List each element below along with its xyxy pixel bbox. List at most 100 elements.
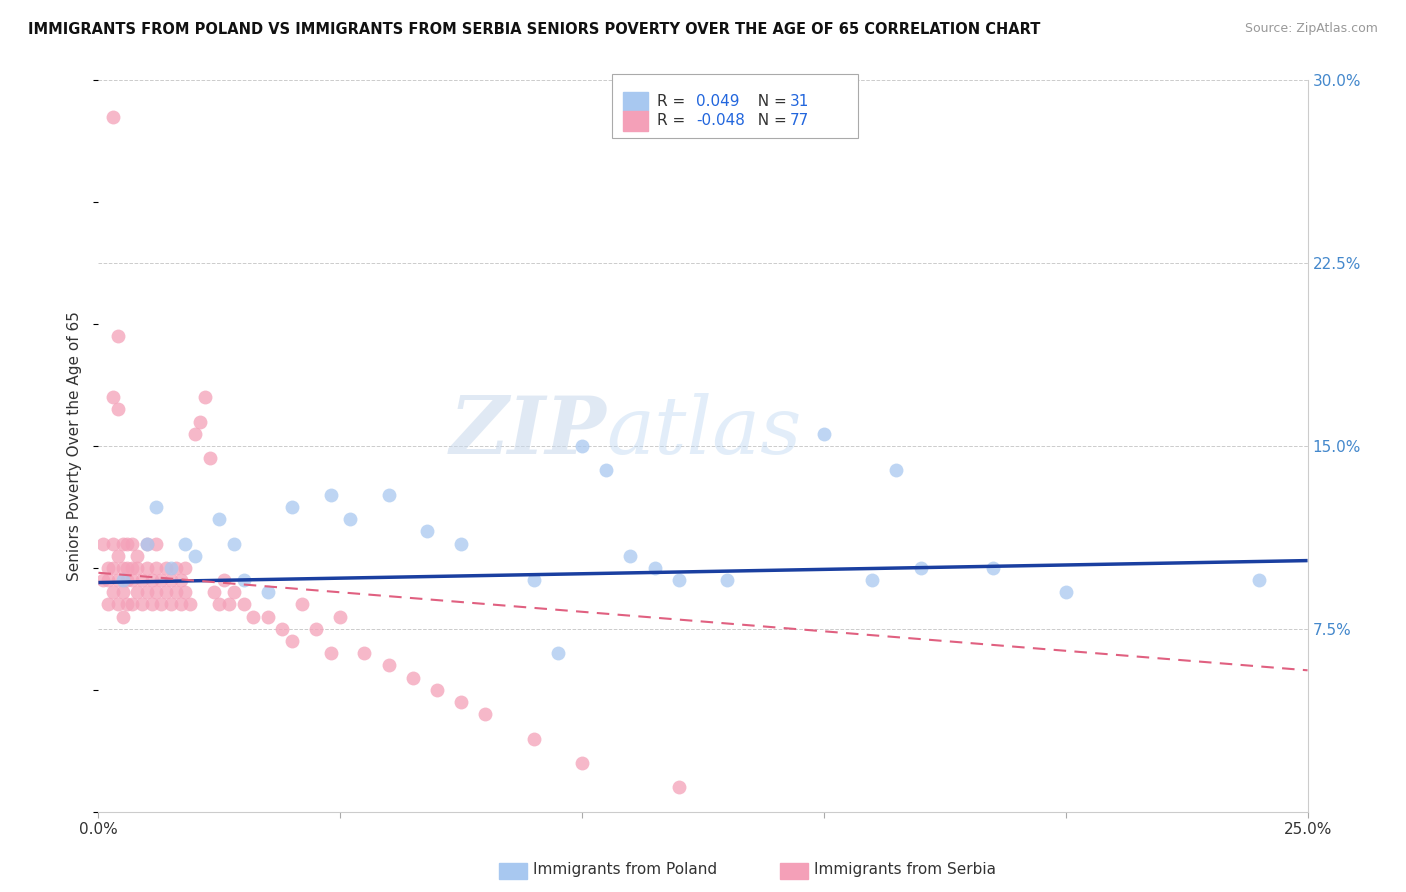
Text: 31: 31 [790, 95, 810, 109]
Point [150, 573, 173, 587]
Point [145, 536, 167, 550]
Point [184, 426, 207, 441]
Point [377, 658, 399, 673]
Y-axis label: Seniors Poverty Over the Age of 65: Seniors Poverty Over the Age of 65 [67, 311, 83, 581]
Point [101, 110, 124, 124]
Point [97, 561, 120, 575]
Point [523, 731, 546, 746]
Point [910, 561, 932, 575]
Point [101, 585, 124, 599]
Point [117, 561, 139, 575]
Point [101, 390, 124, 404]
Text: R =: R = [657, 95, 690, 109]
Point [91, 536, 114, 550]
Point [644, 561, 666, 575]
Point [145, 500, 167, 514]
Point [184, 549, 207, 563]
Text: IMMIGRANTS FROM POLAND VS IMMIGRANTS FROM SERBIA SENIORS POVERTY OVER THE AGE OF: IMMIGRANTS FROM POLAND VS IMMIGRANTS FRO… [28, 22, 1040, 37]
Point [121, 561, 143, 575]
Point [107, 402, 129, 417]
Point [402, 671, 425, 685]
Point [160, 561, 183, 575]
Point [353, 646, 375, 660]
Point [111, 561, 134, 575]
Point [117, 573, 139, 587]
Text: Immigrants from Serbia: Immigrants from Serbia [814, 863, 995, 877]
Text: atlas: atlas [606, 392, 801, 470]
Point [145, 585, 167, 599]
Point [208, 598, 231, 612]
Point [319, 488, 342, 502]
Point [107, 573, 129, 587]
Point [179, 598, 201, 612]
Point [135, 585, 157, 599]
Point [141, 573, 163, 587]
Point [1249, 573, 1271, 587]
Point [523, 573, 546, 587]
Point [127, 561, 149, 575]
Point [668, 573, 690, 587]
Point [111, 573, 134, 587]
Point [111, 536, 134, 550]
Point [188, 415, 211, 429]
Point [256, 585, 278, 599]
Point [117, 536, 139, 550]
Point [174, 561, 197, 575]
Point [450, 536, 472, 550]
Point [169, 573, 191, 587]
Point [450, 695, 472, 709]
Point [160, 598, 183, 612]
Text: R =: R = [657, 113, 690, 128]
Text: ZIP: ZIP [450, 392, 606, 470]
Point [416, 524, 439, 539]
Point [135, 561, 157, 575]
Point [208, 512, 231, 526]
Point [474, 707, 496, 722]
Point [131, 573, 153, 587]
Point [150, 598, 173, 612]
Point [121, 573, 143, 587]
Point [107, 549, 129, 563]
Point [145, 561, 167, 575]
Point [160, 573, 183, 587]
Point [547, 646, 569, 660]
Point [101, 561, 124, 575]
Point [668, 780, 690, 795]
Point [716, 573, 738, 587]
Point [339, 512, 361, 526]
Point [111, 609, 134, 624]
Point [127, 585, 149, 599]
Point [121, 598, 143, 612]
Text: Immigrants from Poland: Immigrants from Poland [533, 863, 717, 877]
Point [135, 536, 157, 550]
Point [174, 536, 197, 550]
Point [256, 609, 278, 624]
Point [377, 488, 399, 502]
Point [135, 536, 157, 550]
Point [97, 598, 120, 612]
Point [232, 573, 254, 587]
Point [860, 573, 883, 587]
Point [305, 622, 328, 636]
Point [165, 585, 187, 599]
Point [571, 756, 593, 770]
Point [121, 536, 143, 550]
Point [813, 426, 835, 441]
Point [595, 463, 617, 477]
Point [981, 561, 1004, 575]
Point [194, 390, 217, 404]
Text: N =: N = [748, 95, 792, 109]
Point [232, 598, 254, 612]
Point [281, 634, 304, 648]
Point [329, 609, 352, 624]
Point [271, 622, 294, 636]
Point [571, 439, 593, 453]
Point [222, 585, 245, 599]
Point [169, 598, 191, 612]
Text: -0.048: -0.048 [696, 113, 745, 128]
Point [198, 451, 221, 466]
Point [222, 536, 245, 550]
Point [107, 598, 129, 612]
Point [426, 682, 449, 697]
Point [886, 463, 908, 477]
